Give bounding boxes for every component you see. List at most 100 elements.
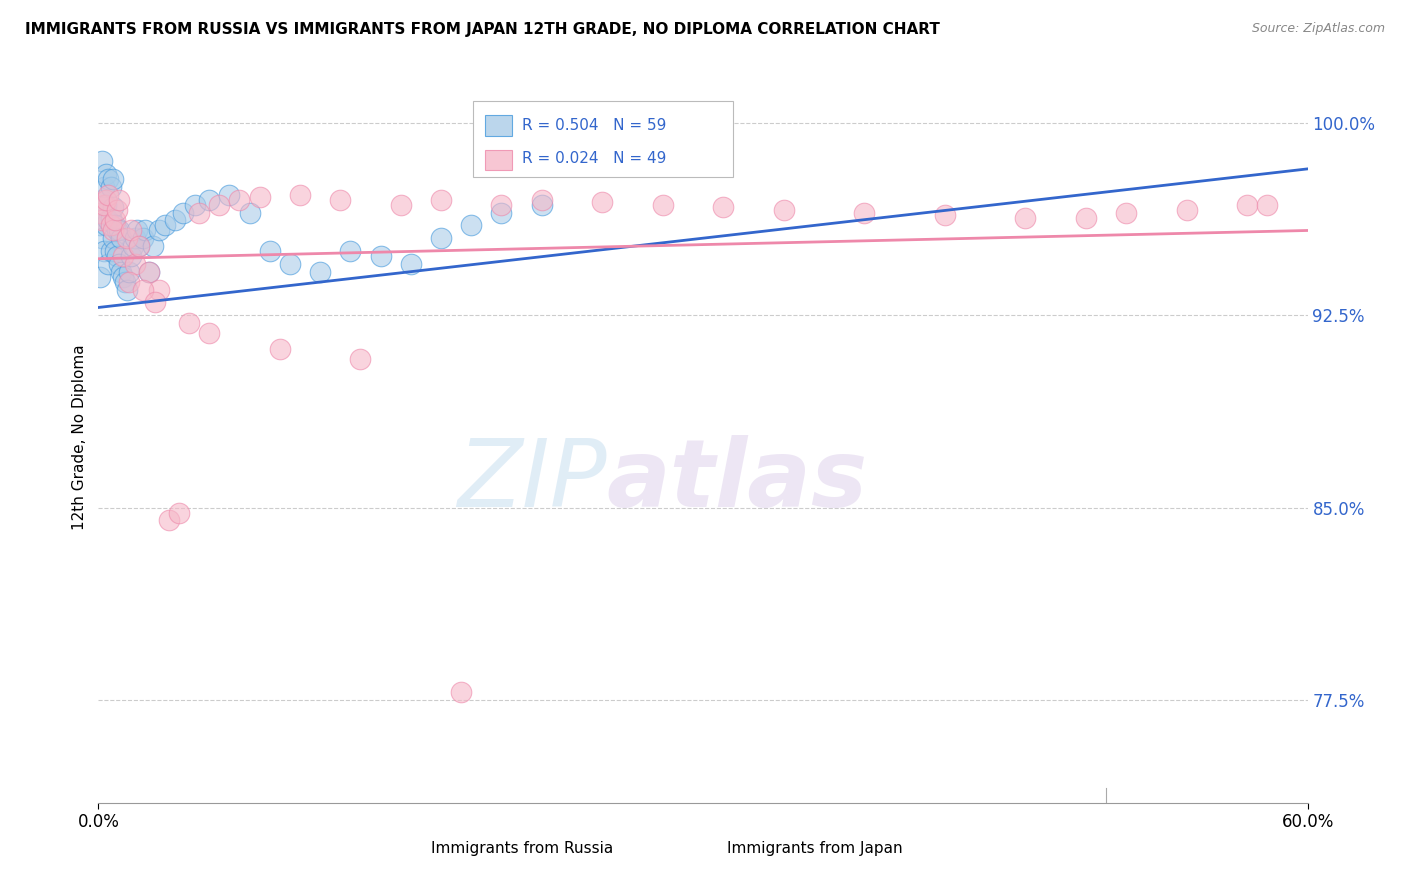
Point — [450, 685, 472, 699]
Point — [93, 244, 115, 258]
Point — [711, 200, 734, 214]
Y-axis label: 12th Grade, No Diploma: 12th Grade, No Diploma — [72, 344, 87, 530]
Point — [118, 264, 141, 278]
Point — [142, 239, 165, 253]
Point — [115, 283, 138, 297]
Point — [530, 198, 553, 212]
Point — [157, 514, 180, 528]
Bar — [485, 150, 512, 170]
Point — [105, 249, 128, 263]
Point — [339, 244, 361, 258]
Point — [100, 244, 122, 258]
Point — [101, 223, 124, 237]
Point — [1014, 211, 1036, 225]
Point — [96, 219, 118, 233]
Text: IMMIGRANTS FROM RUSSIA VS IMMIGRANTS FROM JAPAN 12TH GRADE, NO DIPLOMA CORRELATI: IMMIGRANTS FROM RUSSIA VS IMMIGRANTS FRO… — [25, 22, 941, 37]
Bar — [690, 838, 717, 859]
Point — [1074, 211, 1097, 225]
Point — [259, 244, 281, 258]
Point — [103, 219, 125, 233]
Point — [1236, 198, 1258, 212]
Point — [124, 231, 146, 245]
Point — [1115, 205, 1137, 219]
Point — [97, 257, 120, 271]
Point — [91, 154, 114, 169]
Point — [288, 187, 311, 202]
Point — [278, 257, 301, 271]
Point — [249, 190, 271, 204]
Bar — [395, 838, 422, 859]
Point — [100, 179, 122, 194]
Point — [100, 211, 122, 225]
Point — [91, 193, 114, 207]
Point — [110, 231, 132, 245]
Text: ZIP: ZIP — [457, 435, 606, 526]
Text: Immigrants from Russia: Immigrants from Russia — [432, 841, 613, 856]
Point — [460, 219, 482, 233]
Point — [138, 264, 160, 278]
Text: Immigrants from Japan: Immigrants from Japan — [727, 841, 903, 856]
Point — [115, 231, 138, 245]
Point — [101, 231, 124, 245]
Point — [93, 179, 115, 194]
Text: Source: ZipAtlas.com: Source: ZipAtlas.com — [1251, 22, 1385, 36]
Point — [188, 205, 211, 219]
Point — [89, 205, 111, 219]
Point — [228, 193, 250, 207]
Point — [101, 172, 124, 186]
Point — [96, 193, 118, 207]
Text: R = 0.024   N = 49: R = 0.024 N = 49 — [522, 151, 666, 166]
Point — [389, 198, 412, 212]
Point — [491, 205, 513, 219]
Point — [103, 213, 125, 227]
Point — [208, 198, 231, 212]
Point — [198, 326, 221, 340]
Point — [89, 219, 111, 233]
Point — [269, 342, 291, 356]
Point — [97, 187, 120, 202]
Point — [591, 195, 613, 210]
Point — [118, 275, 141, 289]
Point — [96, 167, 118, 181]
Point — [107, 223, 129, 237]
Bar — [485, 115, 512, 136]
Point — [239, 205, 262, 219]
Text: atlas: atlas — [606, 435, 868, 527]
Point — [163, 213, 186, 227]
Point — [349, 351, 371, 366]
Point — [218, 187, 240, 202]
Point — [128, 239, 150, 253]
Point — [772, 202, 794, 217]
Point — [105, 202, 128, 217]
Point — [93, 198, 115, 212]
Point — [132, 231, 155, 245]
Point — [91, 231, 114, 245]
Point — [148, 223, 170, 237]
Point — [138, 264, 160, 278]
Point — [101, 200, 124, 214]
Point — [107, 193, 129, 207]
Point — [96, 198, 118, 212]
Point — [120, 249, 142, 263]
Point — [97, 213, 120, 227]
Point — [121, 239, 143, 253]
Point — [128, 239, 150, 253]
Point — [153, 219, 176, 233]
Point — [167, 506, 190, 520]
Point — [124, 257, 146, 271]
Point — [143, 295, 166, 310]
Point — [370, 249, 392, 263]
Point — [89, 269, 111, 284]
Point — [111, 269, 134, 284]
Point — [179, 316, 201, 330]
Point — [111, 249, 134, 263]
Point — [430, 231, 453, 245]
Point — [934, 208, 956, 222]
Point — [103, 244, 125, 258]
Point — [530, 193, 553, 207]
Point — [651, 198, 673, 212]
Point — [91, 213, 114, 227]
Point — [97, 172, 120, 186]
Point — [329, 193, 352, 207]
Point — [114, 275, 136, 289]
